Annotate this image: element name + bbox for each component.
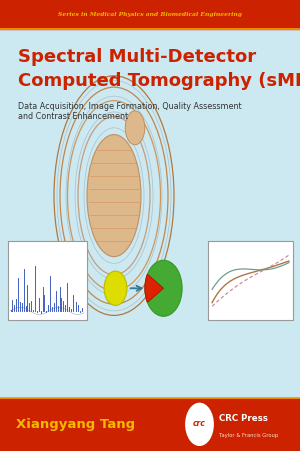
Bar xyxy=(0,398,300,451)
Text: Taylor & Francis Group: Taylor & Francis Group xyxy=(219,433,278,437)
Circle shape xyxy=(104,272,127,306)
Bar xyxy=(0,0,300,30)
Text: CRC Press: CRC Press xyxy=(219,414,268,423)
Text: Spectral Multi-Detector: Spectral Multi-Detector xyxy=(18,47,256,65)
Text: Computed Tomography (sMDCT): Computed Tomography (sMDCT) xyxy=(18,72,300,90)
Text: Xiangyang Tang: Xiangyang Tang xyxy=(16,417,136,430)
Ellipse shape xyxy=(87,135,141,257)
Circle shape xyxy=(185,403,214,446)
Bar xyxy=(208,241,292,320)
Text: Series in Medical Physics and Biomedical Engineering: Series in Medical Physics and Biomedical… xyxy=(58,12,242,18)
Wedge shape xyxy=(145,275,164,303)
Ellipse shape xyxy=(125,112,145,145)
Circle shape xyxy=(145,261,182,317)
Text: Data Acquisition, Image Formation, Quality Assessment: Data Acquisition, Image Formation, Quali… xyxy=(18,102,242,111)
Text: and Contrast Enhancement: and Contrast Enhancement xyxy=(18,112,128,121)
Bar xyxy=(8,241,87,320)
Text: crc: crc xyxy=(193,419,206,428)
